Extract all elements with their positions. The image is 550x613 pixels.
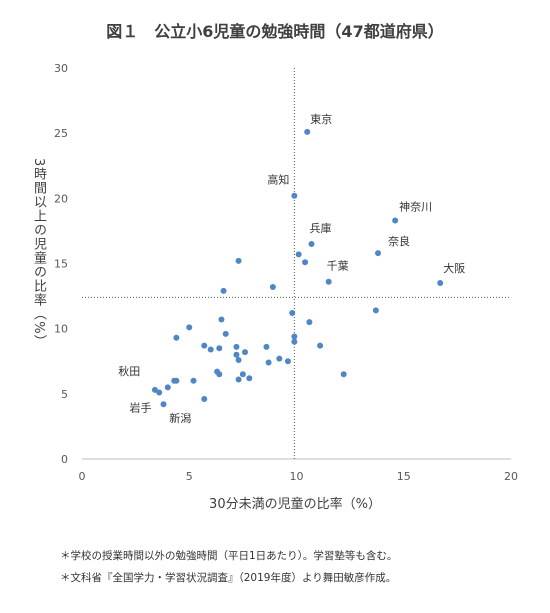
point-label: 東京 xyxy=(310,112,332,126)
data-point xyxy=(302,259,309,266)
y-axis-label: 3時間以上の児童の比率（%） xyxy=(31,158,46,349)
footnote-1: ＊学校の授業時間以外の勉強時間（平日1日あたり）。学習塾等も含む。 xyxy=(60,550,398,562)
y-tick-label: 20 xyxy=(54,192,68,205)
data-point xyxy=(207,346,214,353)
data-point xyxy=(246,375,253,382)
data-point xyxy=(156,389,163,396)
data-point xyxy=(291,192,298,199)
y-tick-label: 5 xyxy=(61,388,68,401)
data-point xyxy=(317,342,324,349)
data-point xyxy=(263,343,270,350)
data-point xyxy=(233,343,240,350)
x-tick-label: 20 xyxy=(504,470,518,483)
data-point xyxy=(291,333,298,340)
data-point xyxy=(304,128,311,135)
data-point xyxy=(276,355,283,362)
data-point xyxy=(164,384,171,391)
data-point xyxy=(186,324,193,331)
data-point xyxy=(173,377,180,384)
data-point xyxy=(372,307,379,314)
point-label: 奈良 xyxy=(388,234,410,248)
y-tick-label: 25 xyxy=(54,127,68,140)
data-point xyxy=(235,257,242,264)
data-point xyxy=(173,334,180,341)
x-tick-label: 5 xyxy=(186,470,193,483)
data-point xyxy=(201,396,208,403)
data-point xyxy=(295,251,302,258)
chart-title: 図１ 公立小6児童の勉強時間（47都道府県） xyxy=(106,22,444,41)
data-point xyxy=(151,386,158,393)
x-tick-label: 10 xyxy=(290,470,304,483)
point-label: 神奈川 xyxy=(399,199,432,213)
point-label: 千葉 xyxy=(327,259,349,273)
data-point xyxy=(216,371,223,378)
data-point xyxy=(375,250,382,257)
y-tick-label: 0 xyxy=(61,453,68,466)
point-label: 新潟 xyxy=(169,411,191,425)
y-tick-label: 10 xyxy=(54,323,68,336)
data-point xyxy=(235,376,242,383)
data-point xyxy=(222,330,229,337)
point-label: 秋田 xyxy=(118,364,140,378)
data-point xyxy=(160,401,167,408)
data-point xyxy=(218,316,225,323)
data-point xyxy=(216,345,223,352)
point-label: 兵庫 xyxy=(310,221,332,235)
data-point xyxy=(265,359,272,366)
y-tick-label: 15 xyxy=(54,258,68,271)
data-point xyxy=(239,371,246,378)
x-axis-label: 30分未満の児童の比率（%） xyxy=(209,497,381,512)
footnote-2: ＊文科省『全国学力・学習状況調査』（2019年度）より舞田敏彦作成。 xyxy=(60,572,397,584)
data-point xyxy=(340,371,347,378)
reference-lines xyxy=(82,68,511,459)
data-point xyxy=(325,278,332,285)
data-point xyxy=(201,342,208,349)
data-point xyxy=(235,356,242,363)
point-label: 岩手 xyxy=(130,400,152,414)
data-point xyxy=(233,351,240,358)
data-point xyxy=(306,319,313,326)
data-point xyxy=(242,349,249,356)
data-point xyxy=(291,338,298,345)
data-point xyxy=(190,377,197,384)
data-points xyxy=(151,128,444,408)
point-label: 大阪 xyxy=(443,261,465,275)
point-label: 高知 xyxy=(267,173,289,187)
data-point xyxy=(220,287,227,294)
x-tick-label: 0 xyxy=(79,470,86,483)
y-tick-label: 30 xyxy=(54,62,68,75)
data-point xyxy=(289,310,296,317)
data-point xyxy=(308,240,315,247)
tick-labels: 0 5 10 15 20 0 5 10 15 20 25 30 xyxy=(54,62,518,483)
data-point xyxy=(392,217,399,224)
data-point xyxy=(437,280,444,287)
x-tick-label: 15 xyxy=(397,470,411,483)
data-point xyxy=(284,358,291,365)
data-point xyxy=(269,283,276,290)
